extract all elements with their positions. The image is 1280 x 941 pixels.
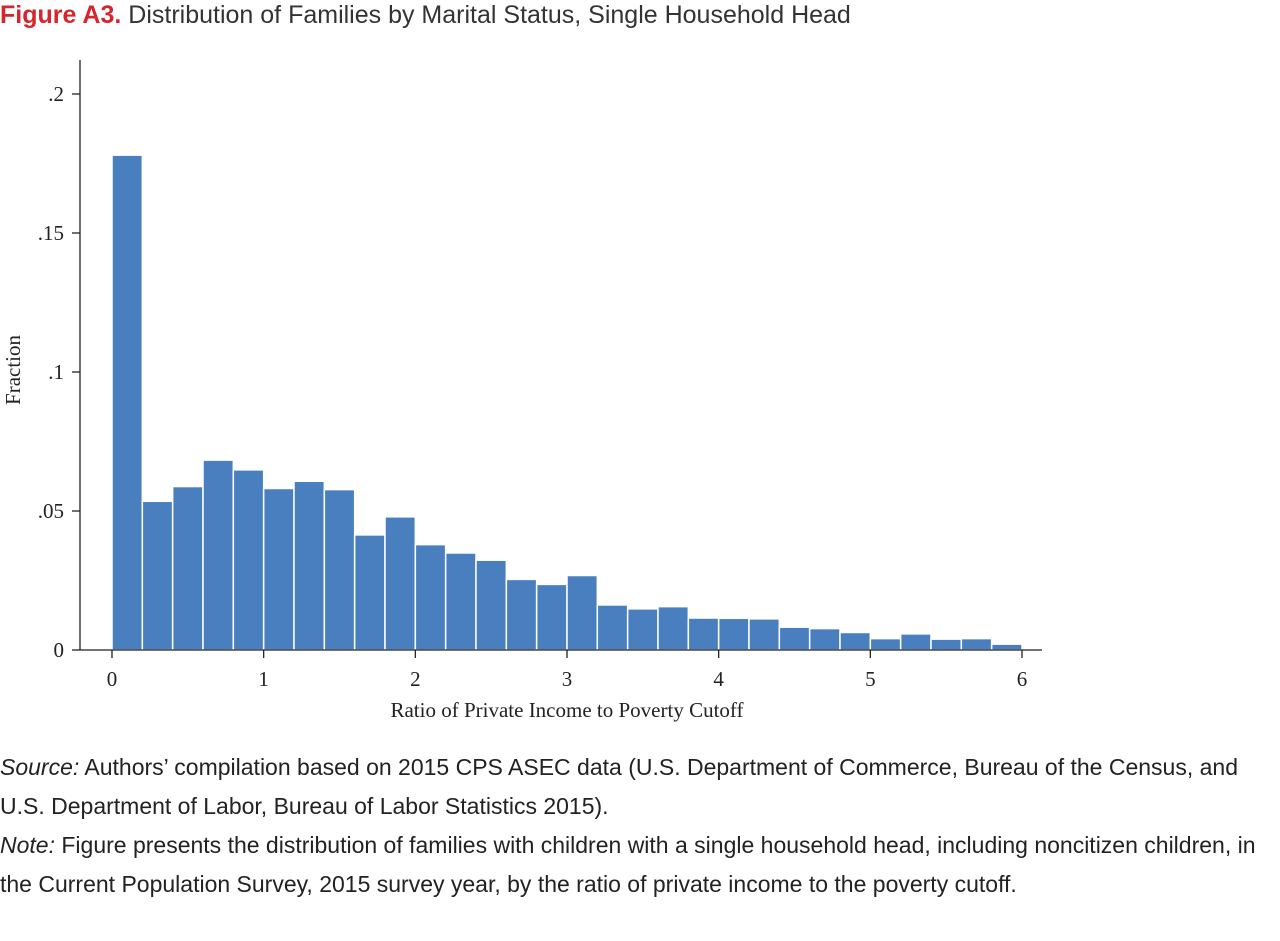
histogram-bar — [535, 583, 568, 651]
figure-caption: Source: Authors’ compilation based on 20… — [0, 748, 1280, 904]
source-note: Source: Authors’ compilation based on 20… — [0, 748, 1280, 826]
histogram-bar — [899, 633, 932, 651]
histogram-bar — [990, 643, 1023, 651]
figure-title: Figure A3. Distribution of Families by M… — [0, 0, 1280, 30]
histogram-bar — [687, 617, 720, 651]
histogram-bar — [202, 459, 235, 651]
x-ticks: 0 1 2 3 4 5 6 — [107, 650, 1028, 691]
bars — [111, 154, 1023, 651]
y-tick-label: .05 — [38, 499, 64, 523]
x-tick-label: 5 — [865, 667, 876, 691]
y-tick-label: 0 — [54, 638, 65, 662]
x-tick-label: 0 — [107, 667, 118, 691]
source-label: Source: — [0, 754, 80, 780]
x-tick-label: 1 — [258, 667, 269, 691]
histogram-bar — [717, 617, 750, 651]
histogram-bar — [657, 605, 690, 651]
y-tick-label: .15 — [38, 221, 64, 245]
histogram-chart: 0 .05 .1 .15 .2 0 1 2 3 4 5 6 Fraction Ratio of Pr… — [1, 60, 1042, 722]
histogram-bar — [960, 637, 993, 651]
figure-title-text: Distribution of Families by Marital Stat… — [128, 1, 851, 29]
histogram-bar — [475, 559, 508, 651]
x-tick-label: 6 — [1017, 667, 1028, 691]
histogram-bar — [566, 574, 599, 651]
histogram-bar — [293, 480, 326, 651]
histogram-bar — [141, 500, 174, 651]
histogram-bar — [262, 487, 295, 651]
y-tick-label: .2 — [48, 82, 64, 106]
histogram-bar — [505, 578, 538, 651]
source-text: Authors’ compilation based on 2015 CPS A… — [0, 754, 1238, 819]
note-label: Note: — [0, 832, 55, 858]
histogram-bar — [171, 485, 204, 651]
note-text: Figure presents the distribution of fami… — [0, 832, 1256, 897]
histogram-bar — [748, 618, 781, 651]
figure-note: Note: Figure presents the distribution o… — [0, 826, 1280, 904]
histogram-bar — [778, 626, 811, 651]
y-axis-label: Fraction — [1, 335, 25, 405]
histogram-bar — [808, 627, 841, 651]
y-tick-label: .1 — [48, 360, 64, 384]
histogram-bar — [414, 543, 447, 651]
histogram-bar — [111, 154, 144, 651]
histogram-bar — [232, 469, 265, 651]
histogram-bar — [596, 604, 629, 651]
x-tick-label: 4 — [713, 667, 724, 691]
histogram-bar — [444, 552, 477, 651]
x-tick-label: 3 — [562, 667, 573, 691]
histogram-bar — [384, 516, 417, 651]
figure-label: Figure A3. — [0, 1, 122, 29]
y-ticks: 0 .05 .1 .15 .2 — [38, 82, 80, 662]
histogram-bar — [353, 534, 386, 651]
histogram-bar — [626, 608, 659, 651]
x-axis-label: Ratio of Private Income to Poverty Cutof… — [390, 698, 743, 722]
histogram-bar — [839, 631, 872, 651]
x-tick-label: 2 — [410, 667, 421, 691]
histogram-bar — [930, 638, 963, 651]
histogram-bar — [869, 637, 902, 651]
histogram-bar — [323, 488, 356, 651]
